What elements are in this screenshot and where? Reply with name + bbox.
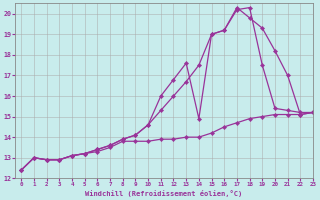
- X-axis label: Windchill (Refroidissement éolien,°C): Windchill (Refroidissement éolien,°C): [85, 190, 243, 197]
